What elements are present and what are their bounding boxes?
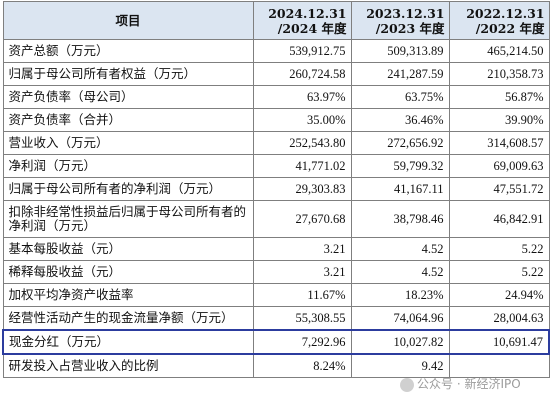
- cell-value: 29,303.83: [252, 177, 352, 201]
- cell-value: 56.87%: [448, 85, 550, 109]
- cell-value: 63.75%: [350, 85, 450, 109]
- row-label: 归属于母公司所有者的净利润（万元）: [2, 177, 254, 201]
- cell-value: 3.21: [252, 260, 352, 284]
- table-row: 净利润（万元） 41,771.02 59,799.32 69,009.63: [2, 154, 550, 178]
- row-label: 归属于母公司所有者权益（万元）: [2, 62, 254, 86]
- cell-value: 41,771.02: [252, 154, 352, 178]
- table-row: 资产负债率（母公司） 63.97% 63.75% 56.87%: [2, 85, 550, 109]
- cell-value: 41,167.11: [350, 177, 450, 201]
- cell-value: 74,064.96: [350, 306, 450, 331]
- cell-value: 252,543.80: [252, 131, 352, 155]
- cell-value: 509,313.89: [350, 39, 450, 63]
- cell-value: 59,799.32: [350, 154, 450, 178]
- row-label: 稀释每股收益（元）: [2, 260, 254, 284]
- table-row: 资产总额（万元） 539,912.75 509,313.89 465,214.50: [2, 39, 550, 63]
- cell-value: 28,004.63: [448, 306, 550, 331]
- table-row: 加权平均净资产收益率 11.67% 18.23% 24.94%: [2, 283, 550, 307]
- header-year-label: /2023 年度: [375, 20, 445, 36]
- cell-value: 5.22: [448, 237, 550, 261]
- row-label: 资产总额（万元）: [2, 39, 254, 63]
- cell-value: 7,292.96: [252, 329, 352, 355]
- table-row: 资产负债率（合并） 35.00% 36.46% 39.90%: [2, 108, 550, 132]
- cell-value: 46,842.91: [448, 200, 550, 238]
- cell-value: 10,691.47: [448, 329, 550, 355]
- cell-value: 465,214.50: [448, 39, 550, 63]
- row-label: 营业收入（万元）: [2, 131, 254, 155]
- cell-value: 11.67%: [252, 283, 352, 307]
- row-label: 资产负债率（母公司）: [2, 85, 254, 109]
- table-row: 经营性活动产生的现金流量净额（万元） 55,308.55 74,064.96 28,0…: [2, 306, 550, 331]
- row-label: 经营性活动产生的现金流量净额（万元）: [2, 306, 254, 331]
- cell-value: 63.97%: [252, 85, 352, 109]
- watermark: 公众号 · 新经济IPO: [400, 375, 521, 392]
- header-year-date: 2022.12.31: [466, 5, 545, 21]
- row-label: 研发投入占营业收入的比例: [2, 353, 254, 378]
- cell-value: [448, 353, 550, 378]
- table-row: 研发投入占营业收入的比例 8.24% 9.42: [2, 353, 550, 378]
- row-label: 净利润（万元）: [2, 154, 254, 178]
- header-year-2023: 2023.12.31 /2023 年度: [350, 1, 450, 40]
- cell-value: 38,798.46: [350, 200, 450, 238]
- cell-value: 9.42: [350, 353, 450, 378]
- header-item: 项目: [2, 1, 254, 40]
- header-year-2024: 2024.12.31 /2024 年度: [252, 1, 352, 40]
- cell-value: 210,358.73: [448, 62, 550, 86]
- table-row: 归属于母公司所有者权益（万元） 260,724.58 241,287.59 210,3…: [2, 62, 550, 86]
- watermark-text: 公众号 · 新经济IPO: [417, 377, 521, 391]
- cell-value: 35.00%: [252, 108, 352, 132]
- cell-value: 4.52: [350, 260, 450, 284]
- cell-value: 8.24%: [252, 353, 352, 378]
- row-label: 基本每股收益（元）: [2, 237, 254, 261]
- header-year-label: /2022 年度: [475, 20, 545, 36]
- cell-value: 55,308.55: [252, 306, 352, 331]
- cell-value: 4.52: [350, 237, 450, 261]
- table-row: 扣除非经常性损益后归属于母公司所有者的净利润（万元） 27,670.68 38,79…: [2, 200, 550, 238]
- cell-value: 27,670.68: [252, 200, 352, 238]
- cell-value: 314,608.57: [448, 131, 550, 155]
- table-row: 归属于母公司所有者的净利润（万元） 29,303.83 41,167.11 47,55…: [2, 177, 550, 201]
- header-year-date: 2024.12.31: [268, 5, 347, 21]
- cell-value: 260,724.58: [252, 62, 352, 86]
- table-row: 现金分红（万元） 7,292.96 10,027.82 10,691.47: [2, 329, 550, 355]
- cell-value: 272,656.92: [350, 131, 450, 155]
- row-label: 资产负债率（合并）: [2, 108, 254, 132]
- table-row: 基本每股收益（元） 3.21 4.52 5.22: [2, 237, 550, 261]
- cell-value: 10,027.82: [350, 329, 450, 355]
- financial-table-container: 项目 2024.12.31 /2024 年度 2023.12.31 /2023 …: [2, 1, 550, 378]
- cell-value: 18.23%: [350, 283, 450, 307]
- header-year-2022: 2022.12.31 /2022 年度: [448, 1, 550, 40]
- cell-value: 36.46%: [350, 108, 450, 132]
- wechat-icon: [400, 377, 414, 392]
- cell-value: 241,287.59: [350, 62, 450, 86]
- row-label: 扣除非经常性损益后归属于母公司所有者的净利润（万元）: [2, 200, 254, 238]
- cell-value: 3.21: [252, 237, 352, 261]
- cell-value: 39.90%: [448, 108, 550, 132]
- financial-data-table: 项目 2024.12.31 /2024 年度 2023.12.31 /2023 …: [2, 1, 550, 378]
- header-year-label: /2024 年度: [277, 20, 347, 36]
- table-row: 营业收入（万元） 252,543.80 272,656.92 314,608.57: [2, 131, 550, 155]
- header-year-date: 2023.12.31: [366, 5, 445, 21]
- table-row: 稀释每股收益（元） 3.21 4.52 5.22: [2, 260, 550, 284]
- cell-value: 47,551.72: [448, 177, 550, 201]
- row-label: 现金分红（万元）: [2, 329, 254, 355]
- cell-value: 69,009.63: [448, 154, 550, 178]
- cell-value: 24.94%: [448, 283, 550, 307]
- cell-value: 5.22: [448, 260, 550, 284]
- cell-value: 539,912.75: [252, 39, 352, 63]
- table-header-row: 项目 2024.12.31 /2024 年度 2023.12.31 /2023 …: [2, 1, 550, 40]
- row-label: 加权平均净资产收益率: [2, 283, 254, 307]
